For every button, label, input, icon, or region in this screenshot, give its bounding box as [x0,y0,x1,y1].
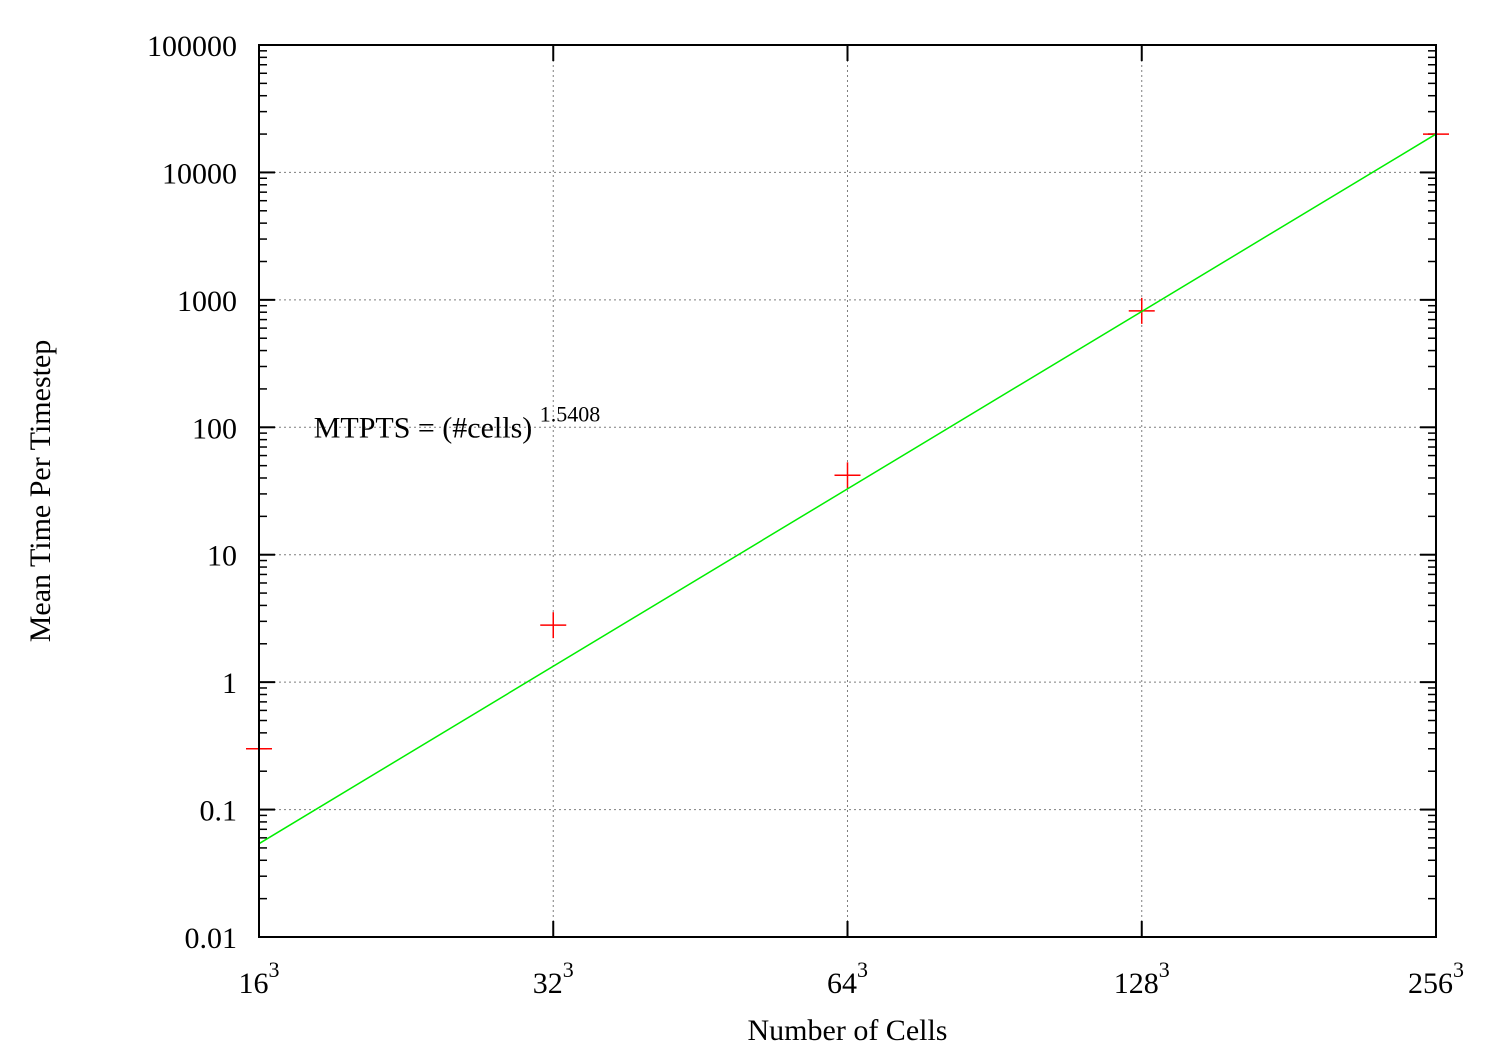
x-tick-label: 1283 [1114,957,1170,1000]
y-tick-label: 1000 [177,285,237,318]
y-tick-label: 100 [192,412,237,445]
y-tick-label: 0.1 [200,795,238,828]
y-tick-label: 100000 [147,30,237,63]
x-axis-title: Number of Cells [748,1014,948,1047]
x-tick-label: 163 [239,957,280,1000]
fit-equation-base: MTPTS = (#cells) [314,411,533,444]
x-tick-label: 323 [533,957,574,1000]
x-tick-label: 2563 [1408,957,1464,1000]
y-tick-label: 0.01 [185,922,238,955]
data-point-marker [834,462,861,489]
x-tick-label: 643 [827,957,868,1000]
fit-equation-annotation: MTPTS = (#cells) 1.5408 [314,401,601,444]
fit-line [258,133,1437,845]
y-tick-label: 1 [222,667,237,700]
fit-equation-exponent: 1.5408 [540,401,601,426]
tick-labels: 0.01 0.1 1 10 100 1000 10000 100000 163 323 643 128… [147,30,1464,1000]
plot-frame [258,44,1437,938]
y-axis-title: Mean Time Per Timestep [24,340,57,643]
data-point-marker [540,612,567,639]
y-tick-label: 10 [207,540,237,573]
y-tick-label: 10000 [162,157,237,190]
grid-lines [259,45,1436,937]
